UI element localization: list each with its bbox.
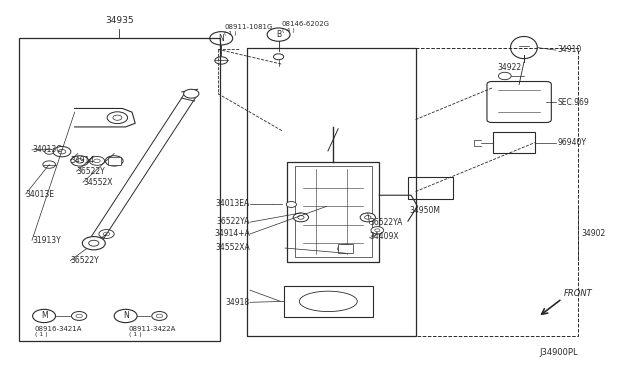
Text: 34409X: 34409X bbox=[370, 232, 399, 241]
Text: N: N bbox=[123, 311, 129, 320]
Text: ( 4 ): ( 4 ) bbox=[282, 28, 294, 33]
Bar bbox=[408, 177, 452, 199]
Text: 34918: 34918 bbox=[226, 298, 250, 307]
Circle shape bbox=[53, 147, 71, 157]
Bar bbox=[108, 157, 120, 164]
FancyBboxPatch shape bbox=[487, 81, 551, 122]
Bar bbox=[338, 244, 353, 253]
Text: 36522Y: 36522Y bbox=[77, 167, 106, 176]
Circle shape bbox=[107, 112, 127, 124]
Text: 34950M: 34950M bbox=[409, 206, 440, 215]
Circle shape bbox=[72, 311, 87, 320]
Text: 34910: 34910 bbox=[557, 45, 581, 54]
Text: FRONT: FRONT bbox=[563, 289, 592, 298]
Bar bbox=[246, 48, 415, 336]
Circle shape bbox=[499, 72, 511, 80]
Text: ( 1 ): ( 1 ) bbox=[35, 332, 47, 337]
Circle shape bbox=[90, 157, 104, 165]
Bar bbox=[246, 48, 578, 336]
Text: 34013E: 34013E bbox=[26, 190, 54, 199]
Circle shape bbox=[99, 230, 114, 238]
Circle shape bbox=[83, 237, 105, 250]
Text: 08911-1081G: 08911-1081G bbox=[225, 24, 273, 30]
Text: 34914+A: 34914+A bbox=[214, 229, 250, 238]
Text: 34013EA: 34013EA bbox=[216, 199, 250, 208]
Text: 08146-6202G: 08146-6202G bbox=[282, 21, 330, 27]
Text: N: N bbox=[218, 34, 224, 43]
Text: 96940Y: 96940Y bbox=[557, 138, 586, 147]
Text: 36522Y: 36522Y bbox=[70, 256, 99, 265]
Text: M: M bbox=[41, 311, 47, 320]
Circle shape bbox=[71, 156, 89, 166]
Text: 36522YA: 36522YA bbox=[370, 218, 403, 227]
Circle shape bbox=[338, 244, 353, 253]
Circle shape bbox=[184, 89, 199, 98]
Circle shape bbox=[45, 149, 54, 154]
Text: 34552X: 34552X bbox=[83, 178, 113, 187]
Bar bbox=[19, 38, 220, 341]
Text: 34552XA: 34552XA bbox=[215, 243, 250, 252]
Text: 34935: 34935 bbox=[105, 16, 134, 25]
Text: J34900PL: J34900PL bbox=[540, 349, 578, 357]
Bar bbox=[493, 132, 535, 153]
Text: 34914: 34914 bbox=[70, 155, 95, 165]
Bar bbox=[287, 162, 380, 262]
Text: ( 1 ): ( 1 ) bbox=[129, 332, 141, 337]
Circle shape bbox=[152, 311, 167, 320]
Text: 08911-3422A: 08911-3422A bbox=[129, 326, 176, 332]
Text: ( 1 ): ( 1 ) bbox=[225, 31, 237, 36]
Circle shape bbox=[360, 213, 376, 222]
Circle shape bbox=[293, 213, 308, 222]
Bar bbox=[284, 286, 373, 317]
Circle shape bbox=[286, 202, 296, 208]
Circle shape bbox=[371, 227, 384, 234]
Text: 36522YA: 36522YA bbox=[216, 217, 250, 226]
Text: 34922: 34922 bbox=[497, 63, 521, 72]
Text: B: B bbox=[276, 30, 281, 39]
Text: 31913Y: 31913Y bbox=[32, 236, 61, 245]
Text: 34902: 34902 bbox=[581, 230, 605, 238]
Ellipse shape bbox=[511, 36, 538, 59]
Circle shape bbox=[43, 161, 56, 168]
Circle shape bbox=[105, 156, 123, 166]
Text: SEC.969: SEC.969 bbox=[557, 97, 589, 106]
Bar bbox=[294, 166, 372, 257]
Text: 34013C: 34013C bbox=[32, 145, 61, 154]
Text: 08916-3421A: 08916-3421A bbox=[35, 326, 82, 332]
